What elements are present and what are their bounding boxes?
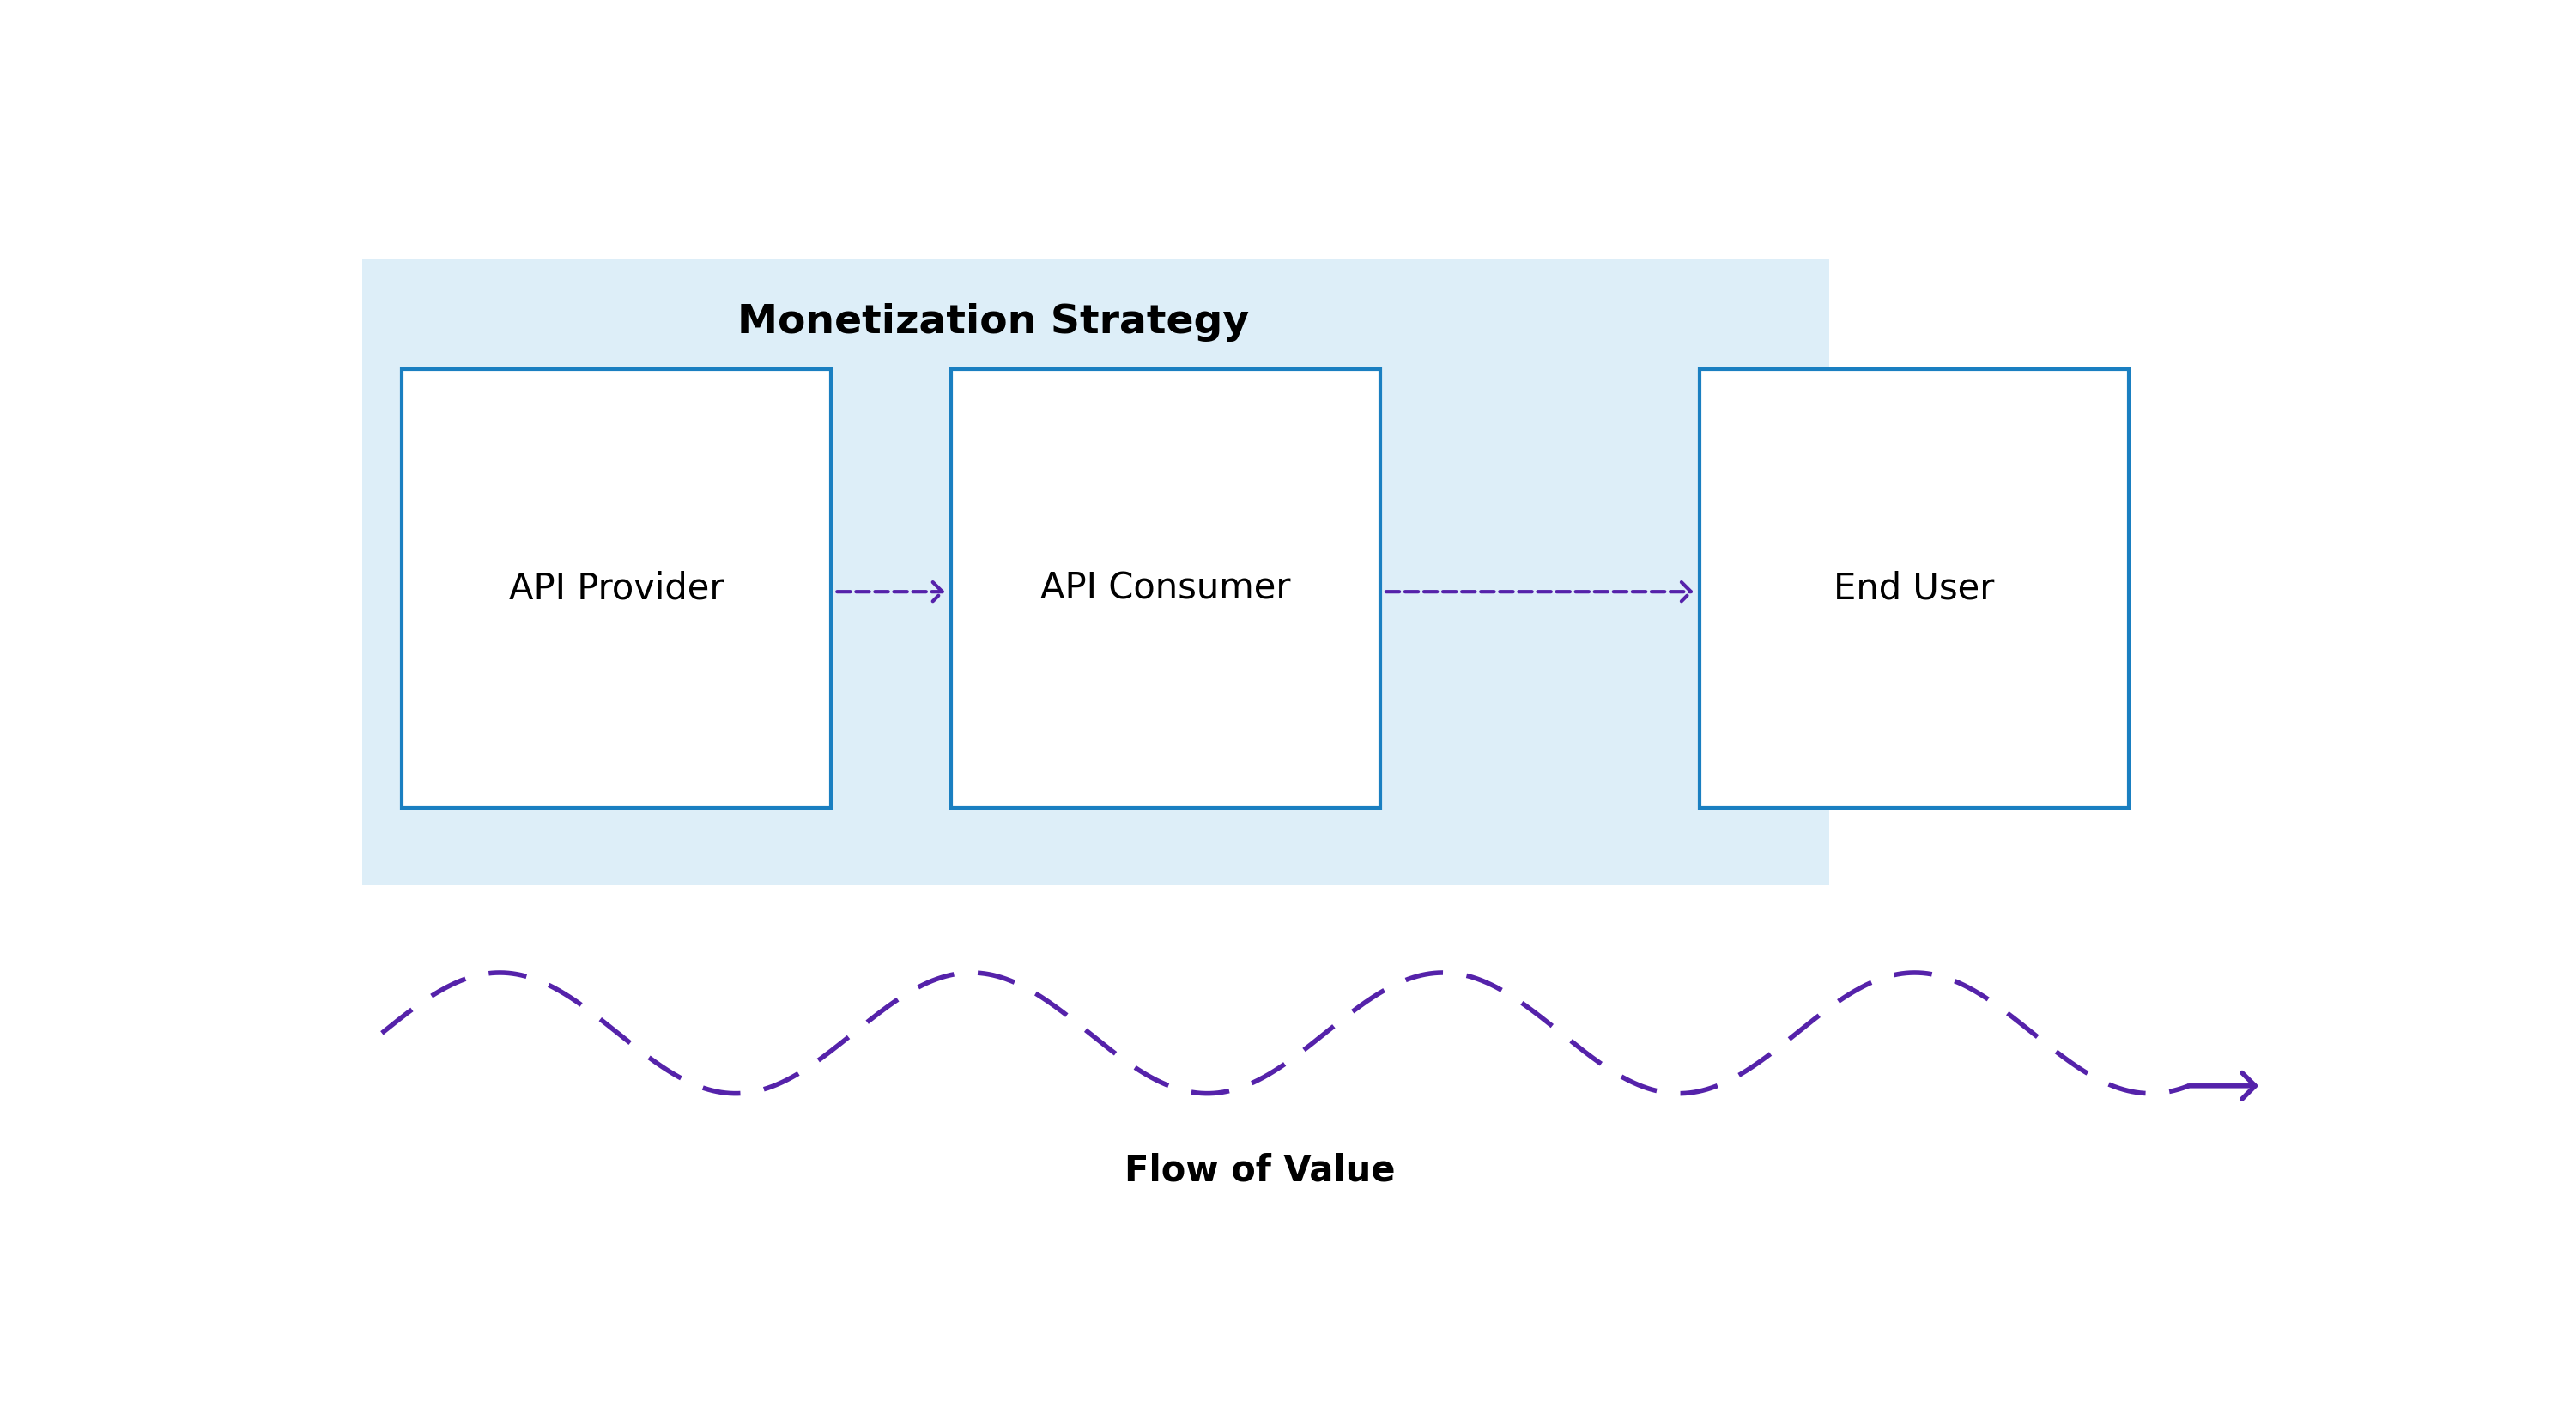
Text: Monetization Strategy: Monetization Strategy: [737, 302, 1249, 341]
Text: API Consumer: API Consumer: [1041, 570, 1291, 606]
FancyBboxPatch shape: [402, 369, 832, 809]
Text: Flow of Value: Flow of Value: [1126, 1152, 1396, 1188]
FancyBboxPatch shape: [361, 260, 1829, 884]
Text: API Provider: API Provider: [510, 570, 724, 606]
FancyBboxPatch shape: [1700, 369, 2128, 809]
FancyBboxPatch shape: [951, 369, 1381, 809]
Text: End User: End User: [1834, 570, 1994, 606]
